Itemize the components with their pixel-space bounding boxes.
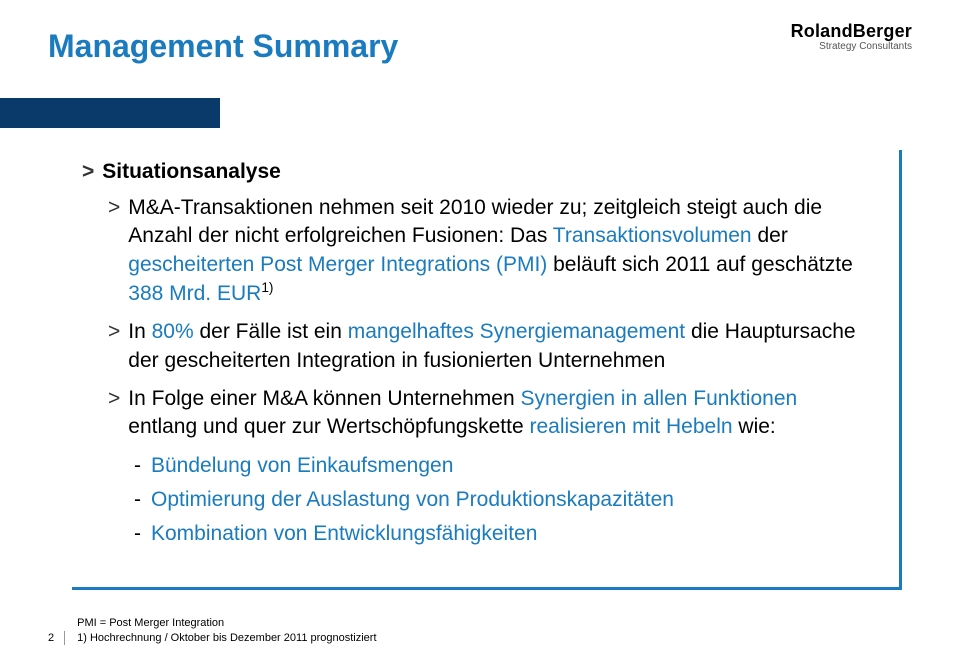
dash-icon: - <box>134 520 141 548</box>
highlight-text: mangelhaftes Synergiemanagement <box>348 320 691 343</box>
logo-sub-text: Strategy Consultants <box>791 42 912 52</box>
highlight-text: 388 Mrd. EUR <box>128 282 261 305</box>
page-title: Management Summary <box>48 28 912 65</box>
text-fragment: der <box>752 224 788 247</box>
section-heading-text: Situationsanalyse <box>102 160 281 184</box>
bullet-1-text: M&A-Transaktionen nehmen seit 2010 wiede… <box>128 194 871 308</box>
chevron-right-icon: > <box>108 194 120 308</box>
highlight-text: realisieren mit Hebeln <box>529 415 738 438</box>
bullet-2-text: In 80% der Fälle ist ein mangelhaftes Sy… <box>128 318 871 375</box>
text-fragment: In <box>128 320 151 343</box>
footnote-lines: PMI = Post Merger Integration 1) Hochrec… <box>77 616 376 645</box>
page-number: 2 <box>48 631 65 645</box>
footnote-line-2: 1) Hochrechnung / Oktober bis Dezember 2… <box>77 631 376 645</box>
text-fragment: entlang und quer zur Wertschöpfungskette <box>128 415 529 438</box>
bullet-3: > In Folge einer M&A können Unternehmen … <box>108 385 871 442</box>
footnote-line-1: PMI = Post Merger Integration <box>77 616 376 630</box>
bullet-3-text: In Folge einer M&A können Unternehmen Sy… <box>128 385 871 442</box>
dash-item-1: - Bündelung von Einkaufsmengen <box>134 452 871 480</box>
footnote: 2 PMI = Post Merger Integration 1) Hochr… <box>48 616 377 645</box>
brand-logo: RolandBerger Strategy Consultants <box>791 22 912 52</box>
slide: RolandBerger Strategy Consultants Manage… <box>0 0 960 665</box>
dash-item-2: - Optimierung der Auslastung von Produkt… <box>134 486 871 514</box>
text-fragment: beläuft sich 2011 auf geschätzte <box>553 253 853 276</box>
text-fragment: In Folge einer M&A können Unternehmen <box>128 387 520 410</box>
highlight-text: Transaktionsvolumen <box>553 224 752 247</box>
chevron-right-icon: > <box>108 318 120 375</box>
highlight-text: Synergien in allen Funktionen <box>521 387 798 410</box>
highlight-text: Kombination von Entwicklungsfähigkeiten <box>151 520 537 548</box>
text-fragment: wie: <box>738 415 775 438</box>
text-fragment: der Fälle ist ein <box>200 320 348 343</box>
dash-icon: - <box>134 452 141 480</box>
bullet-2: > In 80% der Fälle ist ein mangelhaftes … <box>108 318 871 375</box>
logo-main-text: RolandBerger <box>791 22 912 40</box>
superscript-ref: 1) <box>261 280 273 295</box>
chevron-right-icon: > <box>82 160 94 184</box>
highlight-text: Optimierung der Auslastung von Produktio… <box>151 486 674 514</box>
highlight-text: gescheiterten Post Merger Integrations (… <box>128 253 553 276</box>
content-box: > Situationsanalyse > M&A-Transaktionen … <box>72 150 902 590</box>
chevron-right-icon: > <box>108 385 120 442</box>
dash-icon: - <box>134 486 141 514</box>
title-band-decoration <box>0 98 220 128</box>
bullet-1: > M&A-Transaktionen nehmen seit 2010 wie… <box>108 194 871 308</box>
highlight-text: 80% <box>152 320 200 343</box>
section-heading-row: > Situationsanalyse <box>82 160 871 184</box>
highlight-text: Bündelung von Einkaufsmengen <box>151 452 453 480</box>
dash-item-3: - Kombination von Entwicklungsfähigkeite… <box>134 520 871 548</box>
